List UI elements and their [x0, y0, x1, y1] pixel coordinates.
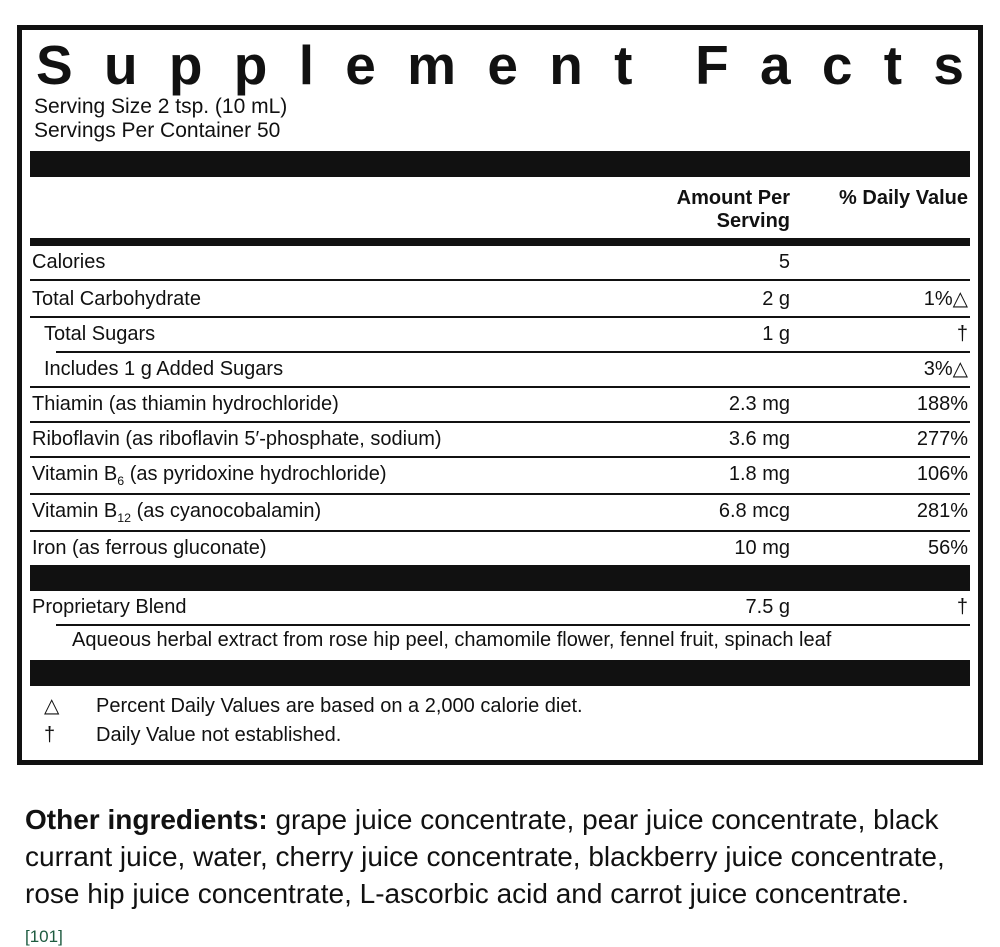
title-letter: t — [883, 34, 903, 96]
row-amount: 7.5 g — [745, 596, 790, 619]
table-row: Thiamin (as thiamin hydrochloride) 2.3 mg… — [30, 386, 970, 421]
footnote: † Daily Value not established. — [30, 721, 970, 750]
reference-code: [101] — [25, 926, 63, 946]
serving-size: Serving Size 2 tsp. (10 mL) — [34, 95, 288, 118]
separator-bar-top — [30, 151, 970, 178]
row-dv: 106% — [916, 463, 968, 486]
row-dv: 281% — [916, 500, 968, 523]
title-letter: l — [298, 34, 314, 96]
servings-per-container: Servings Per Container 50 — [34, 118, 281, 142]
table-row: Total Carbohydrate 2 g 1%△ — [30, 279, 970, 316]
row-amount: 1 g — [762, 323, 790, 346]
title-letter: e — [345, 34, 376, 96]
table-row: Calories 5 — [30, 246, 970, 279]
row-dv: 277% — [916, 428, 968, 451]
row-label: Proprietary Blend — [32, 596, 187, 619]
row-dv: 3%△ — [923, 358, 968, 381]
footnote: △ Percent Daily Values are based on a 2,0… — [30, 690, 970, 721]
row-label: Includes 1 g Added Sugars — [44, 358, 284, 381]
row-amount: 6.8 mcg — [718, 500, 790, 523]
column-header-row: Amount Per Serving % Daily Value — [30, 177, 970, 238]
other-ingredients-heading: Other ingredients: — [25, 804, 268, 836]
table-row: Riboflavin (as riboflavin 5′-phosphate, … — [30, 421, 970, 456]
nutrient-rows: Calories 5 Total Carbohydrate 2 g 1%△ Total S… — [30, 246, 970, 565]
row-dv: 188% — [916, 393, 968, 416]
table-row: Vitamin B6 (as pyridoxine hydrochloride)… — [30, 456, 970, 493]
row-label: Total Carbohydrate — [32, 288, 201, 311]
footnotes: △ Percent Daily Values are based on a 2,0… — [30, 686, 970, 752]
other-ingredients: Other ingredients: grape juice concentra… — [25, 802, 975, 913]
row-dv: 56% — [927, 537, 968, 560]
row-amount: 5 — [778, 251, 790, 274]
row-amount: 10 mg — [734, 537, 790, 560]
title-letter: c — [821, 34, 853, 96]
row-amount: 2.3 mg — [728, 393, 790, 416]
row-dv: 1%△ — [923, 288, 968, 311]
table-row-proprietary-blend: Proprietary Blend 7.5 g † — [30, 591, 970, 624]
row-label: Calories — [32, 251, 106, 274]
separator-bar-bottom — [30, 660, 970, 687]
separator-bar-middle — [30, 565, 970, 592]
row-amount: 1.8 mg — [728, 463, 790, 486]
footnote-text: Percent Daily Values are based on a 2,00… — [96, 695, 583, 718]
row-dv: † — [956, 323, 968, 346]
title-letter: e — [487, 34, 518, 96]
title-letter: n — [549, 34, 583, 96]
title-letter: S — [36, 34, 73, 96]
row-label: Thiamin (as thiamin hydrochloride) — [32, 393, 339, 416]
title-letter: p — [233, 34, 268, 96]
header-rule — [30, 238, 970, 247]
title-letter: t — [614, 34, 633, 96]
title-letter: F — [695, 34, 729, 96]
table-row: Iron (as ferrous gluconate) 10 mg 56% — [30, 530, 970, 565]
footnote-text: Daily Value not established. — [96, 724, 342, 747]
blend-description: Aqueous herbal extract from rose hip pee… — [30, 624, 970, 660]
row-label: Riboflavin (as riboflavin 5′-phosphate, … — [32, 428, 442, 451]
other-ingredients-text: grape juice concentrate, pear juice conc… — [25, 804, 945, 909]
table-row: Vitamin B12 (as cyanocobalamin) 6.8 mcg 28… — [30, 493, 970, 530]
title-letter: p — [168, 34, 203, 96]
footnote-symbol: △ — [44, 695, 60, 718]
title-letter: s — [933, 34, 964, 96]
row-label: Total Sugars — [44, 323, 156, 346]
row-amount: 3.6 mg — [728, 428, 790, 451]
title-letter: m — [407, 34, 457, 96]
amount-per-serving-header: Amount Per Serving — [676, 187, 790, 233]
row-label: Iron (as ferrous gluconate) — [32, 537, 267, 560]
title-letter: u — [103, 34, 138, 96]
daily-value-header: % Daily Value — [839, 187, 968, 210]
table-row: Total Sugars 1 g † — [30, 316, 970, 351]
footnote-symbol: † — [44, 724, 56, 747]
table-row: Includes 1 g Added Sugars 3%△ — [30, 351, 970, 386]
row-label: Vitamin B6 (as pyridoxine hydrochloride) — [32, 463, 387, 489]
title-letter: a — [760, 34, 791, 96]
row-dv: † — [956, 596, 968, 619]
row-amount: 2 g — [762, 288, 790, 311]
row-label: Vitamin B12 (as cyanocobalamin) — [32, 500, 322, 526]
